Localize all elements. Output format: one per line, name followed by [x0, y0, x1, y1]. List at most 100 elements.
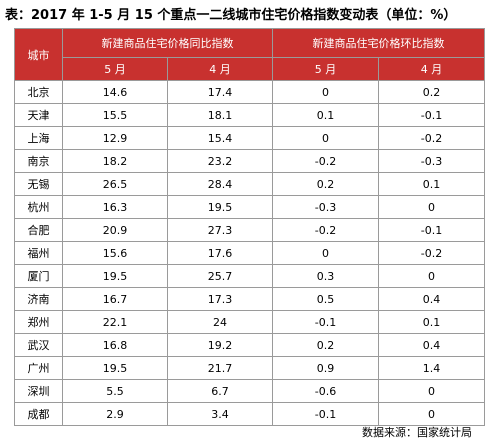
value-cell-yoy-apr: 23.2: [167, 149, 273, 173]
value-cell-mom-may: 0.3: [272, 264, 379, 288]
header-yoy-may: 5 月: [62, 57, 168, 81]
header-mom-apr: 4 月: [378, 57, 485, 81]
value-cell-yoy-apr: 18.1: [167, 103, 273, 127]
table-row: 厦门 19.5 25.7 0.3 0: [14, 264, 485, 288]
table-row: 天津 15.5 18.1 0.1 -0.1: [14, 103, 485, 127]
value-cell-yoy-may: 19.5: [62, 356, 168, 380]
table-row: 深圳 5.5 6.7 -0.6 0: [14, 379, 485, 403]
header-group-yoy: 新建商品住宅价格同比指数: [62, 28, 273, 58]
value-cell-mom-may: 0.1: [272, 103, 379, 127]
value-cell-mom-apr: 0.1: [378, 310, 485, 334]
value-cell-mom-may: 0.2: [272, 333, 379, 357]
value-cell-yoy-may: 16.3: [62, 195, 168, 219]
table-row: 济南 16.7 17.3 0.5 0.4: [14, 287, 485, 311]
value-cell-mom-may: -0.2: [272, 218, 379, 242]
value-cell-mom-may: 0.5: [272, 287, 379, 311]
value-cell-mom-apr: 0: [378, 195, 485, 219]
value-cell-mom-may: 0: [272, 126, 379, 150]
value-cell-yoy-may: 15.5: [62, 103, 168, 127]
value-cell-yoy-apr: 17.3: [167, 287, 273, 311]
city-cell: 郑州: [14, 310, 63, 334]
value-cell-yoy-apr: 17.4: [167, 80, 273, 104]
table-row: 武汉 16.8 19.2 0.2 0.4: [14, 333, 485, 357]
value-cell-mom-may: 0: [272, 80, 379, 104]
value-cell-yoy-apr: 25.7: [167, 264, 273, 288]
value-cell-yoy-apr: 15.4: [167, 126, 273, 150]
value-cell-yoy-apr: 28.4: [167, 172, 273, 196]
table-row: 南京 18.2 23.2 -0.2 -0.3: [14, 149, 485, 173]
value-cell-mom-apr: 0.4: [378, 287, 485, 311]
value-cell-yoy-apr: 6.7: [167, 379, 273, 403]
value-cell-yoy-apr: 19.5: [167, 195, 273, 219]
price-index-table: 城市 新建商品住宅价格同比指数 新建商品住宅价格环比指数 5 月 4 月 5 月…: [14, 28, 485, 426]
value-cell-mom-may: -0.3: [272, 195, 379, 219]
value-cell-yoy-may: 16.8: [62, 333, 168, 357]
city-cell: 无锡: [14, 172, 63, 196]
city-cell: 上海: [14, 126, 63, 150]
table-row: 无锡 26.5 28.4 0.2 0.1: [14, 172, 485, 196]
city-cell: 厦门: [14, 264, 63, 288]
table-row: 杭州 16.3 19.5 -0.3 0: [14, 195, 485, 219]
city-cell: 武汉: [14, 333, 63, 357]
value-cell-yoy-may: 19.5: [62, 264, 168, 288]
value-cell-mom-may: 0.9: [272, 356, 379, 380]
city-cell: 广州: [14, 356, 63, 380]
header-yoy-apr: 4 月: [167, 57, 273, 81]
city-cell: 济南: [14, 287, 63, 311]
value-cell-yoy-may: 12.9: [62, 126, 168, 150]
value-cell-mom-may: 0: [272, 241, 379, 265]
value-cell-yoy-apr: 3.4: [167, 402, 273, 426]
city-cell: 杭州: [14, 195, 63, 219]
city-cell: 福州: [14, 241, 63, 265]
value-cell-yoy-may: 26.5: [62, 172, 168, 196]
value-cell-mom-apr: 0: [378, 379, 485, 403]
value-cell-yoy-may: 18.2: [62, 149, 168, 173]
city-cell: 天津: [14, 103, 63, 127]
value-cell-yoy-may: 5.5: [62, 379, 168, 403]
value-cell-mom-apr: -0.2: [378, 241, 485, 265]
value-cell-mom-may: -0.1: [272, 310, 379, 334]
value-cell-yoy-apr: 24: [167, 310, 273, 334]
value-cell-yoy-apr: 21.7: [167, 356, 273, 380]
city-cell: 成都: [14, 402, 63, 426]
value-cell-mom-may: -0.1: [272, 402, 379, 426]
table-row: 福州 15.6 17.6 0 -0.2: [14, 241, 485, 265]
value-cell-mom-apr: -0.1: [378, 103, 485, 127]
table-row: 合肥 20.9 27.3 -0.2 -0.1: [14, 218, 485, 242]
city-cell: 南京: [14, 149, 63, 173]
value-cell-mom-may: 0.2: [272, 172, 379, 196]
table-title: 表：2017 年 1-5 月 15 个重点一二线城市住宅价格指数变动表（单位：%…: [5, 8, 457, 23]
value-cell-mom-may: -0.6: [272, 379, 379, 403]
value-cell-mom-apr: -0.2: [378, 126, 485, 150]
value-cell-mom-apr: -0.1: [378, 218, 485, 242]
value-cell-yoy-may: 20.9: [62, 218, 168, 242]
value-cell-mom-apr: 0: [378, 402, 485, 426]
city-cell: 北京: [14, 80, 63, 104]
data-source: 数据来源：国家统计局: [362, 426, 472, 439]
value-cell-mom-apr: 0.4: [378, 333, 485, 357]
header-group-mom: 新建商品住宅价格环比指数: [272, 28, 485, 58]
value-cell-yoy-may: 15.6: [62, 241, 168, 265]
value-cell-yoy-may: 14.6: [62, 80, 168, 104]
value-cell-mom-apr: -0.3: [378, 149, 485, 173]
value-cell-mom-may: -0.2: [272, 149, 379, 173]
header-mom-may: 5 月: [272, 57, 379, 81]
city-cell: 合肥: [14, 218, 63, 242]
value-cell-yoy-may: 2.9: [62, 402, 168, 426]
table-row: 成都 2.9 3.4 -0.1 0: [14, 402, 485, 426]
value-cell-mom-apr: 0: [378, 264, 485, 288]
value-cell-mom-apr: 1.4: [378, 356, 485, 380]
value-cell-yoy-may: 22.1: [62, 310, 168, 334]
value-cell-yoy-apr: 19.2: [167, 333, 273, 357]
value-cell-yoy-apr: 27.3: [167, 218, 273, 242]
header-city: 城市: [14, 28, 63, 81]
value-cell-mom-apr: 0.1: [378, 172, 485, 196]
table-row: 郑州 22.1 24 -0.1 0.1: [14, 310, 485, 334]
table-row: 上海 12.9 15.4 0 -0.2: [14, 126, 485, 150]
table-row: 广州 19.5 21.7 0.9 1.4: [14, 356, 485, 380]
value-cell-yoy-may: 16.7: [62, 287, 168, 311]
city-cell: 深圳: [14, 379, 63, 403]
value-cell-yoy-apr: 17.6: [167, 241, 273, 265]
value-cell-mom-apr: 0.2: [378, 80, 485, 104]
table-row: 北京 14.6 17.4 0 0.2: [14, 80, 485, 104]
